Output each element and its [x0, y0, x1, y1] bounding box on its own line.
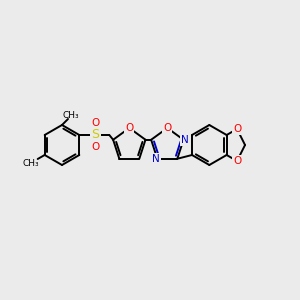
Text: O: O	[91, 142, 99, 152]
Text: O: O	[91, 118, 99, 128]
Text: N: N	[152, 154, 160, 164]
Text: O: O	[233, 124, 241, 134]
Text: N: N	[181, 135, 188, 145]
Text: CH₃: CH₃	[22, 158, 39, 167]
Text: S: S	[91, 128, 99, 142]
Text: O: O	[233, 156, 241, 166]
Text: O: O	[125, 123, 134, 133]
Text: CH₃: CH₃	[63, 112, 79, 121]
Text: O: O	[163, 123, 171, 133]
